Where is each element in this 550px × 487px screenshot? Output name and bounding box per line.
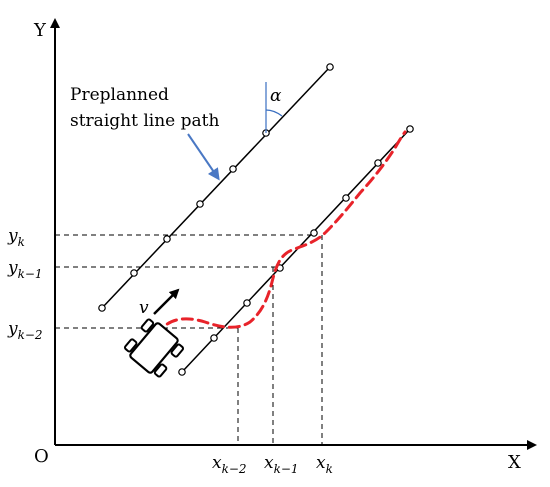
svg-text:yk−1: yk−1 xyxy=(7,258,43,281)
x-tick-sub: k−1 xyxy=(274,462,299,476)
x-tick-sub: k xyxy=(326,462,333,476)
upper-node xyxy=(98,304,106,312)
vehicle-icon xyxy=(123,318,185,378)
x-tick-main: x xyxy=(212,453,222,473)
upper-node xyxy=(196,200,204,208)
lower-node xyxy=(178,368,186,376)
y-tick-sub: k xyxy=(18,235,25,249)
x-tick-main: x xyxy=(316,453,326,473)
velocity-label: v xyxy=(139,298,149,318)
lower-path-nodes xyxy=(178,125,414,376)
y-tick-yk: yk xyxy=(7,226,25,249)
y-tick-yk-2: yk−2 xyxy=(7,319,43,342)
upper-node xyxy=(229,165,237,173)
y-tick-sub: k−2 xyxy=(18,328,43,342)
velocity-arrow xyxy=(153,288,180,315)
lower-node xyxy=(342,194,350,202)
upper-node xyxy=(163,235,171,243)
lower-node xyxy=(243,299,251,307)
upper-node xyxy=(326,63,334,71)
y-tick-main: y xyxy=(7,319,18,339)
path-label-line2: straight line path xyxy=(70,111,219,131)
angle-arc xyxy=(265,109,283,117)
x-tick-xk: xk xyxy=(316,453,333,476)
x-axis-label: X xyxy=(508,452,521,473)
upper-path-line xyxy=(101,66,331,309)
x-tick-main: x xyxy=(264,453,274,473)
origin-label: O xyxy=(34,446,49,467)
y-tick-main: y xyxy=(7,226,18,246)
actual-trajectory xyxy=(155,130,407,338)
y-tick-sub: k−1 xyxy=(18,267,43,281)
x-tick-sub: k−2 xyxy=(222,462,247,476)
angle-label: α xyxy=(270,86,282,106)
lower-node xyxy=(310,229,318,237)
upper-path-nodes xyxy=(98,63,334,312)
lower-node xyxy=(406,125,414,133)
svg-text:xk: xk xyxy=(316,453,333,476)
y-tick-main: y xyxy=(7,258,18,278)
lower-node xyxy=(374,159,382,167)
path-label-arrow xyxy=(187,133,220,181)
upper-node xyxy=(130,269,138,277)
path-label-line1: Preplanned xyxy=(70,85,169,105)
svg-text:yk−2: yk−2 xyxy=(7,319,43,342)
svg-text:xk−1: xk−1 xyxy=(264,453,299,476)
lower-node xyxy=(210,334,218,342)
lower-path-line xyxy=(181,128,411,373)
x-tick-xk-2: xk−2 xyxy=(212,453,247,476)
y-axis-label: Y xyxy=(33,20,47,41)
svg-text:yk: yk xyxy=(7,226,25,249)
svg-text:xk−2: xk−2 xyxy=(212,453,247,476)
y-tick-yk-1: yk−1 xyxy=(7,258,43,281)
x-tick-xk-1: xk−1 xyxy=(264,453,299,476)
